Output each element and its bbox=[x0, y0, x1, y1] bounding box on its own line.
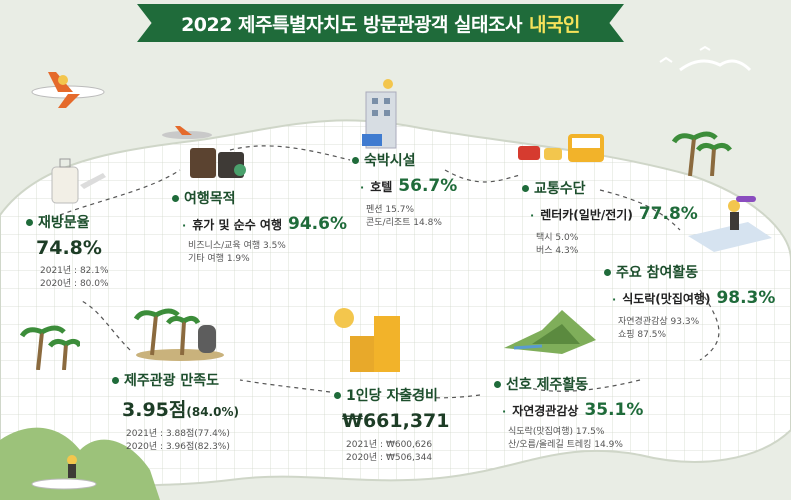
satisfaction-percent: (84.0%) bbox=[186, 405, 239, 419]
bullet-dot bbox=[172, 194, 179, 202]
spending-title-text: 1인당 지출경비 bbox=[346, 388, 438, 404]
island-landscape-icon bbox=[504, 310, 596, 354]
bullet-dot bbox=[522, 184, 529, 192]
bullet-dot bbox=[494, 380, 501, 388]
title-banner: 2022 제주특별자치도 방문관광객 실태조사 내국인 bbox=[137, 4, 624, 42]
bullet-mark: · bbox=[182, 219, 187, 232]
preferred-detail: 산/오름/올레길 트레킹 14.9% bbox=[508, 440, 623, 450]
transport-main: · 렌터카(일반/전기) 77.8% bbox=[530, 204, 698, 224]
preferred-main: · 자연경관감상 35.1% bbox=[502, 400, 643, 420]
purpose-title-text: 여행목적 bbox=[184, 191, 236, 207]
dol-hareubang-icon bbox=[133, 308, 224, 361]
satisfaction-detail: 2020년 : 3.96점(82.3%) bbox=[126, 442, 230, 452]
transport-detail: 버스 4.3% bbox=[536, 246, 579, 256]
purpose-section: 여행목적 · 휴가 및 순수 여행 94.6% 비즈니스/교육 여행 3.5% … bbox=[172, 188, 347, 266]
preferred-section: 선호 제주활동 · 자연경관감상 35.1% 식도락(맛집여행) 17.5% 산… bbox=[494, 374, 643, 452]
bullet-mark: · bbox=[530, 209, 535, 222]
activity-main-label: 식도락(맛집여행) bbox=[622, 292, 711, 306]
purpose-main-value: 94.6% bbox=[288, 214, 347, 234]
revisit-detail: 2020년 : 80.0% bbox=[40, 279, 109, 289]
spending-section: 1인당 지출경비 ₩661,371 2021년 : ₩600,626 2020년… bbox=[334, 385, 450, 465]
palm-tree-icon bbox=[672, 131, 732, 176]
bird-icon bbox=[659, 45, 711, 63]
lodging-title: 숙박시설 bbox=[352, 150, 457, 170]
activity-main-value: 98.3% bbox=[716, 288, 776, 308]
title-highlight: 내국인 bbox=[528, 13, 580, 36]
bullet-dot bbox=[26, 218, 33, 226]
spending-detail: 2020년 : ₩506,344 bbox=[346, 453, 433, 463]
revisit-detail: 2021년 : 82.1% bbox=[40, 266, 109, 276]
satisfaction-value: 3.95점 bbox=[122, 399, 187, 421]
transport-title: 교통수단 bbox=[522, 178, 698, 198]
page-title: 2022 제주특별자치도 방문관광객 실태조사 bbox=[181, 13, 522, 36]
hotel-building-icon bbox=[362, 79, 397, 149]
coin-stack-icon bbox=[334, 308, 400, 372]
spending-value: ₩661,371 bbox=[342, 410, 450, 432]
revisit-section: 재방문율 74.8% 2021년 : 82.1% 2020년 : 80.0% bbox=[26, 212, 109, 291]
transport-title-text: 교통수단 bbox=[534, 181, 586, 197]
satisfaction-value-line: 3.95점(84.0%) bbox=[122, 395, 239, 422]
satisfaction-title-text: 제주관광 만족도 bbox=[124, 373, 220, 389]
car-bus-icon bbox=[518, 134, 604, 162]
preferred-main-value: 35.1% bbox=[584, 400, 644, 420]
revisit-title-text: 재방문율 bbox=[38, 215, 90, 231]
preferred-title-text: 선호 제주활동 bbox=[506, 377, 589, 393]
bullet-mark: · bbox=[360, 181, 365, 194]
activity-section: 주요 참여활동 · 식도락(맛집여행) 98.3% 자연경관감상 93.3% 쇼… bbox=[604, 262, 775, 342]
satisfaction-section: 제주관광 만족도 3.95점(84.0%) 2021년 : 3.88점(77.4… bbox=[112, 370, 239, 454]
lodging-detail: 펜션 15.7% bbox=[366, 205, 415, 215]
activity-title-text: 주요 참여활동 bbox=[616, 265, 699, 281]
palm-trees-icon bbox=[20, 325, 80, 370]
map-pin-person-icon bbox=[688, 196, 772, 252]
preferred-detail: 식도락(맛집여행) 17.5% bbox=[508, 427, 605, 437]
preferred-title: 선호 제주활동 bbox=[494, 374, 643, 394]
lodging-detail: 콘도/리조트 14.8% bbox=[366, 218, 442, 228]
bullet-mark: · bbox=[612, 293, 617, 306]
bullet-dot bbox=[112, 376, 119, 384]
spending-title: 1인당 지출경비 bbox=[334, 385, 450, 405]
spending-detail: 2021년 : ₩600,626 bbox=[346, 440, 433, 450]
lodging-main: · 호텔 56.7% bbox=[360, 176, 457, 196]
traveler-plane-icon bbox=[31, 455, 97, 490]
transport-detail: 택시 5.0% bbox=[536, 233, 579, 243]
route-line bbox=[59, 145, 720, 399]
luggage-icon bbox=[51, 158, 106, 204]
satisfaction-detail: 2021년 : 3.88점(77.4%) bbox=[126, 429, 230, 439]
bullet-dot bbox=[604, 268, 611, 276]
purpose-title: 여행목적 bbox=[172, 188, 347, 208]
lodging-section: 숙박시설 · 호텔 56.7% 펜션 15.7% 콘도/리조트 14.8% bbox=[352, 150, 457, 230]
activity-main: · 식도락(맛집여행) 98.3% bbox=[612, 288, 775, 308]
suitcase-icon bbox=[190, 148, 246, 178]
revisit-value: 74.8% bbox=[36, 237, 102, 259]
bullet-dot bbox=[334, 391, 341, 399]
transport-main-label: 렌터카(일반/전기) bbox=[540, 208, 633, 222]
lodging-main-label: 호텔 bbox=[370, 180, 393, 194]
activity-title: 주요 참여활동 bbox=[604, 262, 775, 282]
revisit-title: 재방문율 bbox=[26, 212, 109, 232]
bullet-mark: · bbox=[502, 405, 507, 418]
small-airplane-icon bbox=[162, 126, 212, 139]
lodging-main-value: 56.7% bbox=[398, 176, 458, 196]
activity-detail: 자연경관감상 93.3% bbox=[618, 317, 700, 327]
lodging-title-text: 숙박시설 bbox=[364, 153, 416, 169]
cloud-icon bbox=[679, 59, 752, 72]
preferred-main-label: 자연경관감상 bbox=[512, 404, 579, 418]
purpose-main-label: 휴가 및 순수 여행 bbox=[192, 218, 283, 232]
activity-detail: 쇼핑 87.5% bbox=[618, 330, 667, 340]
bullet-dot bbox=[352, 156, 359, 164]
satisfaction-title: 제주관광 만족도 bbox=[112, 370, 239, 390]
purpose-detail: 비즈니스/교육 여행 3.5% bbox=[188, 241, 286, 251]
purpose-main: · 휴가 및 순수 여행 94.6% bbox=[182, 214, 347, 234]
transport-section: 교통수단 · 렌터카(일반/전기) 77.8% 택시 5.0% 버스 4.3% bbox=[522, 178, 698, 258]
transport-main-value: 77.8% bbox=[638, 204, 698, 224]
purpose-detail: 기타 여행 1.9% bbox=[188, 254, 250, 264]
airplane-icon bbox=[31, 72, 105, 108]
